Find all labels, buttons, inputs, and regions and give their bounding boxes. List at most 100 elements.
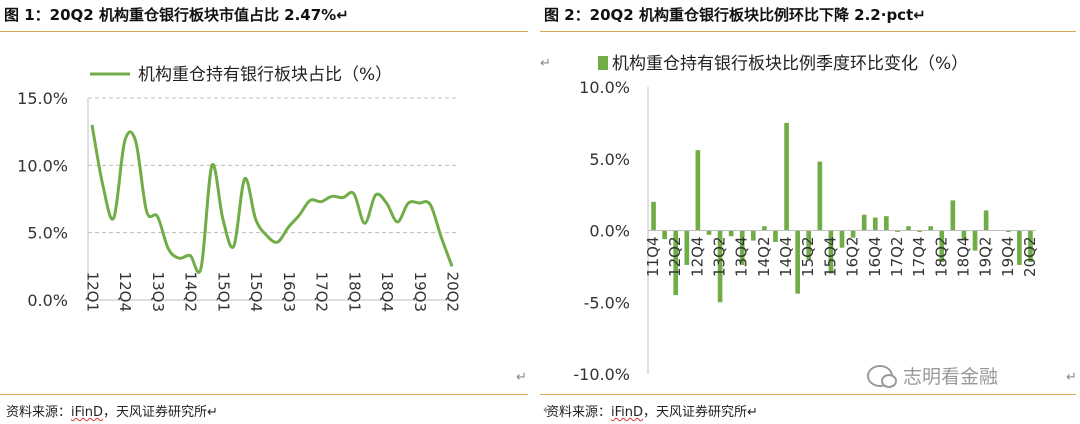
legend-label: 机构重仓持有银行板块比例季度环比变化（%） bbox=[612, 54, 968, 74]
return-mark: ↵ bbox=[1066, 370, 1077, 385]
bar bbox=[1005, 230, 1011, 232]
x-tick-label: 15Q4 bbox=[821, 237, 839, 277]
source-prefix: 资料来源： bbox=[546, 405, 612, 420]
x-tick-label: 18Q2 bbox=[932, 237, 950, 277]
bar bbox=[695, 150, 701, 231]
x-tick-label: 16Q3 bbox=[280, 272, 298, 312]
y-tick-label: 5.0% bbox=[589, 150, 630, 169]
source-suffix: ，天风证券研究所↵ bbox=[643, 405, 758, 420]
figure-1-panel: 图 1：20Q2 机构重仓银行板块市值占比 2.47%↵ 机构重仓持有银行板块占… bbox=[0, 0, 532, 424]
x-tick-label: 19Q3 bbox=[411, 272, 429, 312]
series-line bbox=[90, 124, 454, 274]
source-ifind: iFinD bbox=[71, 405, 104, 420]
figure-2-panel: 图 2：20Q2 机构重仓银行板块比例环比下降 2.2·pct↵ 机构重仓持有银… bbox=[540, 0, 1080, 424]
x-tick-label: 13Q3 bbox=[149, 272, 167, 312]
x-tick-label: 12Q4 bbox=[116, 272, 134, 312]
x-tick-label: 12Q1 bbox=[84, 272, 102, 312]
bar bbox=[884, 216, 889, 231]
bar bbox=[773, 230, 778, 242]
bar bbox=[828, 230, 834, 274]
x-tick-label: 17Q4 bbox=[910, 237, 928, 277]
bar-chart: 机构重仓持有银行板块比例季度环比变化（%） -10.0% -5.0% 0.0% 5.0%… bbox=[573, 54, 1039, 384]
y-tick-label: 5.0% bbox=[27, 224, 68, 243]
x-tick-label: 14Q4 bbox=[777, 236, 795, 276]
bar bbox=[717, 230, 723, 303]
bar bbox=[839, 230, 845, 248]
y-tick-label: -10.0% bbox=[573, 365, 630, 384]
x-tick-label: 20Q2 bbox=[444, 272, 462, 312]
bar bbox=[895, 230, 900, 232]
x-tick-label: 19Q2 bbox=[977, 237, 995, 277]
figure-2-bottom-rule bbox=[540, 394, 1076, 395]
line-chart: 机构重仓持有银行板块占比（%） 0.0% 5.0% 10.0% 15.0% 12Q1 12Q… bbox=[17, 65, 462, 312]
y-tick-label: 0.0% bbox=[589, 222, 630, 241]
bar bbox=[739, 230, 745, 265]
bar bbox=[972, 230, 978, 251]
bar bbox=[662, 230, 667, 240]
source-prefix: 资料来源： bbox=[6, 405, 72, 420]
return-mark: ↵ bbox=[540, 56, 551, 71]
bar bbox=[983, 210, 989, 231]
figure-1-top-rule bbox=[0, 31, 528, 32]
bar bbox=[795, 230, 800, 294]
bar bbox=[784, 122, 789, 231]
x-tick-label: 14Q2 bbox=[182, 272, 200, 312]
figure-2-top-rule bbox=[540, 31, 1076, 32]
x-tick-label: 11Q4 bbox=[644, 237, 662, 277]
figure-1-source: 资料来源：iFinD，天风证券研究所↵ bbox=[6, 401, 218, 420]
x-tick-label: 12Q2 bbox=[666, 237, 684, 277]
bar bbox=[817, 161, 823, 231]
x-tick-label: 16Q4 bbox=[866, 237, 884, 277]
return-mark: ↵ bbox=[516, 370, 527, 385]
bar bbox=[762, 226, 767, 231]
x-tick-label: 18Q4 bbox=[378, 272, 396, 312]
bar bbox=[928, 226, 934, 231]
x-tick-label: 17Q2 bbox=[313, 272, 331, 312]
bar bbox=[651, 201, 656, 231]
figure-2-source: 资料来源：iFinD，天风证券研究所↵ bbox=[546, 401, 758, 420]
x-tick-label: 12Q4 bbox=[688, 237, 706, 277]
y-tick-label: 15.0% bbox=[17, 89, 68, 108]
bar bbox=[917, 230, 922, 232]
bar bbox=[939, 230, 945, 263]
x-tick-label: 13Q2 bbox=[711, 237, 729, 277]
figure-1-title: 图 1：20Q2 机构重仓银行板块市值占比 2.47%↵ bbox=[4, 6, 349, 24]
watermark: 志明看金融 bbox=[867, 362, 998, 389]
bar bbox=[706, 230, 712, 235]
figure-2-title: 图 2：20Q2 机构重仓银行板块比例环比下降 2.2·pct↵ bbox=[544, 6, 926, 24]
legend-label: 机构重仓持有银行板块占比（%） bbox=[138, 65, 392, 85]
source-suffix: ，天风证券研究所↵ bbox=[103, 405, 218, 420]
x-tick-label: 19Q4 bbox=[999, 237, 1017, 277]
x-tick-label: 18Q1 bbox=[345, 272, 363, 312]
x-tick-label: 15Q2 bbox=[799, 237, 817, 277]
return-mark: ↵ bbox=[543, 403, 554, 418]
bar bbox=[872, 217, 878, 231]
watermark-text: 志明看金融 bbox=[903, 366, 999, 388]
source-ifind: iFinD bbox=[611, 405, 644, 420]
bar bbox=[806, 230, 812, 260]
figure-1-bottom-rule bbox=[0, 394, 528, 395]
y-tick-label: -5.0% bbox=[584, 293, 630, 312]
x-tick-label: 14Q2 bbox=[755, 237, 773, 277]
bar bbox=[1017, 230, 1022, 265]
x-tick-label: 15Q1 bbox=[214, 272, 232, 312]
x-tick-label: 20Q2 bbox=[1021, 237, 1039, 277]
bar bbox=[1028, 230, 1033, 263]
bar bbox=[950, 200, 956, 231]
x-tick-label: 18Q4 bbox=[954, 237, 972, 277]
x-tick-label: 17Q2 bbox=[888, 237, 906, 277]
bar bbox=[906, 226, 911, 231]
y-tick-label: 0.0% bbox=[27, 291, 68, 310]
bar bbox=[728, 230, 734, 237]
y-tick-label: 10.0% bbox=[579, 78, 630, 97]
legend-swatch bbox=[598, 56, 608, 70]
bar bbox=[750, 230, 756, 241]
x-tick-label: 16Q2 bbox=[844, 237, 862, 277]
bar bbox=[861, 214, 867, 231]
wechat-icon bbox=[867, 364, 897, 388]
x-tick-label: 13Q4 bbox=[733, 237, 751, 277]
x-tick-label: 15Q4 bbox=[247, 272, 265, 312]
bar bbox=[673, 230, 679, 296]
bar bbox=[850, 230, 856, 238]
y-tick-label: 10.0% bbox=[17, 156, 68, 175]
